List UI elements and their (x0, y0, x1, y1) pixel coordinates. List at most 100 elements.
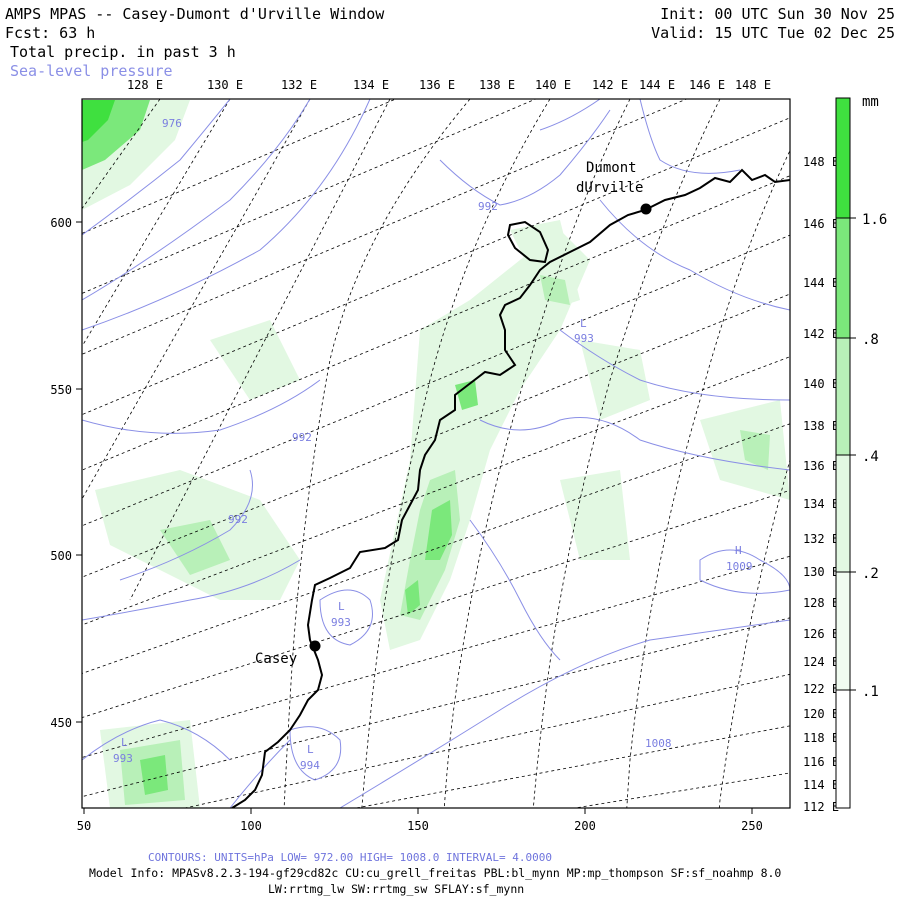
precip-light-mideast (560, 470, 630, 560)
x-tick-label: 250 (741, 819, 763, 833)
figure-title: AMPS MPAS -- Casey-Dumont d'Urville Wind… (5, 5, 385, 23)
colorbar-unit: mm (862, 94, 879, 110)
right-lon-label: 120 E (803, 707, 839, 721)
contour-984 (82, 99, 371, 331)
colorbar-frame (835, 97, 851, 809)
parallel-curve (443, 99, 631, 808)
right-lon-label: 146 E (803, 217, 839, 231)
parallel-curve (532, 99, 721, 808)
precip-strong-band-3 (455, 380, 478, 410)
pressure-low-marker: L (121, 736, 128, 749)
x-tick-label: 100 (240, 819, 262, 833)
right-lon-label: 138 E (803, 419, 839, 433)
right-longitude-labels: 148 E 146 E 144 E 142 E 140 E 138 E 136 … (803, 155, 839, 814)
precip-strong-southwest (140, 755, 168, 795)
colorbar: mm 1.6 .8 .4 .2 .1 (835, 94, 887, 809)
precip-medium-northeast (540, 275, 570, 305)
contour-east-2 (559, 329, 790, 401)
pressure-high-marker: H (735, 544, 742, 557)
pressure-labels: 976 992 L 993 992 992 L 993 L 993 L 994 … (113, 117, 753, 772)
colorbar-segment-light (836, 338, 850, 455)
top-lon-label: 142 E (592, 78, 628, 92)
contour-west-1 (82, 379, 321, 434)
contour-high-1009 (699, 549, 790, 594)
precip-light-west-2 (210, 320, 300, 400)
pressure-low-marker: L (580, 317, 587, 330)
contour-south-2 (82, 719, 231, 761)
pressure-label: 992 (292, 431, 312, 444)
precip-medium-west (160, 520, 230, 575)
pressure-label: 1008 (645, 737, 672, 750)
contour-south-3 (229, 739, 291, 808)
top-lon-label: 144 E (639, 78, 675, 92)
contour-low-993 (319, 589, 373, 646)
contour-mid (469, 519, 561, 661)
parallel-line (82, 99, 311, 500)
meridian-line (82, 293, 790, 578)
contour-east-1 (599, 199, 790, 311)
top-lon-label: 136 E (419, 78, 455, 92)
parallel-curve (361, 99, 551, 808)
top-lon-label: 138 E (479, 78, 515, 92)
overlay-name: Sea-level pressure (10, 62, 173, 80)
top-lon-label: 134 E (353, 78, 389, 92)
right-lon-label: 132 E (803, 532, 839, 546)
meridian-line (82, 555, 790, 758)
precip-strong-region (82, 100, 115, 142)
pressure-contours (82, 99, 790, 808)
colorbar-segment-faint (836, 572, 850, 690)
right-lon-label: 124 E (803, 655, 839, 669)
y-tick-label: 600 (50, 216, 72, 230)
meridian-line (82, 117, 790, 416)
contour-980 (82, 99, 311, 301)
contour-west-992 (119, 469, 253, 581)
meridian-line (354, 725, 790, 808)
colorbar-label: .4 (862, 449, 879, 465)
precip-light-east (580, 340, 650, 420)
right-lon-label: 126 E (803, 627, 839, 641)
init-time: Init: 00 UTC Sun 30 Nov 25 (660, 5, 895, 23)
pressure-label: 993 (574, 332, 594, 345)
colorbar-segment-lightest (836, 455, 850, 572)
coastline (231, 168, 790, 808)
precip-strong-band (425, 500, 452, 560)
right-lon-label: 128 E (803, 596, 839, 610)
y-axis: 600 550 500 450 (50, 216, 82, 730)
precip-medium-far-east (740, 430, 770, 470)
parallel-line (82, 99, 231, 348)
right-lon-label: 114 E (803, 778, 839, 792)
right-lon-label: 136 E (803, 459, 839, 473)
meridian-line (82, 99, 688, 355)
right-lon-label: 112 E (803, 800, 839, 814)
colorbar-label: .1 (862, 684, 879, 700)
top-lon-label: 132 E (281, 78, 317, 92)
coast-island (506, 220, 550, 264)
right-lon-label: 118 E (803, 731, 839, 745)
top-lon-label: 128 E (127, 78, 163, 92)
parallel-line (129, 99, 391, 601)
y-tick-label: 500 (50, 549, 72, 563)
valid-time: Valid: 15 UTC Tue 02 Dec 25 (651, 24, 895, 42)
contour-992-north (439, 109, 611, 206)
forecast-hour: Fcst: 63 h (5, 24, 95, 42)
contour-east-3 (479, 417, 790, 471)
pressure-low-marker: L (307, 743, 314, 756)
colorbar-segment-strong (836, 98, 850, 218)
pressure-label: 992 (478, 200, 498, 213)
meridian-line (183, 673, 790, 808)
dumont-station-marker (640, 203, 652, 215)
plot-frame (81, 98, 791, 809)
right-lon-label: 122 E (803, 682, 839, 696)
contour-low-994 (289, 726, 342, 781)
x-tick-label: 50 (77, 819, 91, 833)
coast-main (231, 168, 790, 808)
meridian-line (82, 617, 790, 798)
parallel-curve (283, 99, 471, 808)
pressure-label: 976 (162, 117, 182, 130)
colorbar-segment-medium (836, 218, 850, 338)
colorbar-label: 1.6 (862, 212, 887, 228)
pressure-label: 993 (331, 616, 351, 629)
top-lon-label: 130 E (207, 78, 243, 92)
